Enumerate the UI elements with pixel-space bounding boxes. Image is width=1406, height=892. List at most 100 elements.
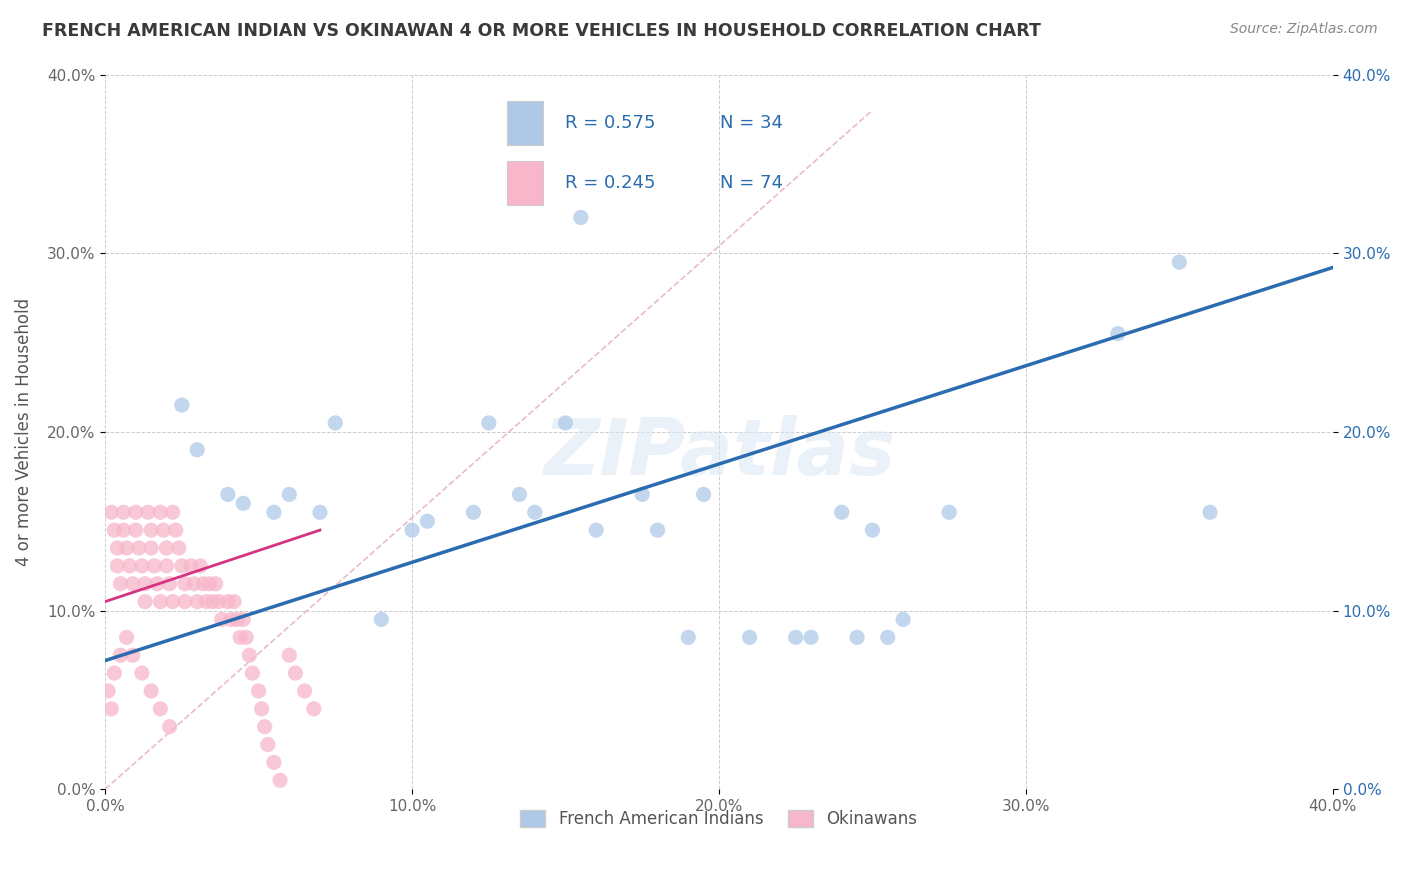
Point (302, 702, 325, 716)
Point (149, 505, 172, 519)
Point (247, 684, 270, 698)
Point (198, 576, 221, 591)
Point (170, 398, 193, 412)
Point (174, 594, 197, 608)
Point (219, 612, 242, 626)
Point (738, 631, 761, 645)
Point (143, 558, 166, 573)
Point (121, 576, 143, 591)
Point (121, 648, 143, 663)
Point (831, 505, 853, 519)
Point (278, 487, 301, 501)
Point (115, 541, 138, 555)
Point (208, 594, 231, 608)
Point (110, 576, 132, 591)
Point (149, 594, 172, 608)
Point (201, 594, 224, 608)
Point (134, 594, 156, 608)
Point (195, 594, 218, 608)
Point (211, 612, 233, 626)
Point (631, 487, 654, 501)
Point (131, 666, 153, 681)
Point (284, 666, 307, 681)
Legend: French American Indians, Okinawans: French American Indians, Okinawans (513, 803, 924, 835)
Point (294, 684, 316, 698)
Point (1199, 505, 1222, 519)
Point (263, 756, 285, 770)
Point (846, 631, 869, 645)
Point (242, 666, 264, 681)
Point (162, 505, 184, 519)
Point (100, 702, 122, 716)
Point (323, 416, 346, 430)
Point (159, 720, 181, 734)
Point (876, 631, 898, 645)
Point (162, 594, 184, 608)
Point (508, 487, 530, 501)
Point (167, 541, 190, 555)
Point (155, 558, 177, 573)
Point (141, 541, 163, 555)
Point (370, 612, 392, 626)
Point (1168, 255, 1191, 269)
Point (97, 684, 120, 698)
Point (118, 558, 141, 573)
Point (554, 416, 576, 430)
Point (170, 558, 193, 573)
Point (183, 576, 205, 591)
Point (1107, 326, 1129, 341)
Point (217, 594, 239, 608)
Point (174, 576, 197, 591)
Point (478, 416, 501, 430)
Point (232, 612, 254, 626)
Point (159, 576, 181, 591)
Point (800, 631, 823, 645)
Point (100, 505, 122, 519)
Point (269, 773, 291, 788)
Point (463, 505, 485, 519)
Point (186, 594, 208, 608)
Point (235, 631, 257, 645)
Point (263, 505, 285, 519)
Point (222, 594, 245, 608)
Point (250, 702, 273, 716)
Point (103, 666, 125, 681)
Point (253, 720, 276, 734)
Point (186, 442, 208, 457)
Point (226, 612, 249, 626)
Point (938, 505, 960, 519)
Point (103, 523, 125, 537)
Point (891, 612, 914, 626)
Point (141, 523, 163, 537)
Point (188, 558, 211, 573)
Point (152, 523, 174, 537)
Point (569, 211, 592, 225)
Y-axis label: 4 or more Vehicles in Household: 4 or more Vehicles in Household (15, 298, 32, 566)
Point (165, 523, 187, 537)
Point (180, 558, 202, 573)
Point (860, 523, 883, 537)
Point (105, 558, 128, 573)
Point (523, 505, 546, 519)
Point (416, 514, 439, 528)
Point (141, 684, 163, 698)
Point (785, 631, 807, 645)
Point (309, 505, 332, 519)
Point (112, 505, 135, 519)
Point (193, 576, 215, 591)
Point (146, 576, 169, 591)
Point (692, 487, 714, 501)
Point (204, 576, 226, 591)
Point (232, 496, 254, 510)
Point (125, 505, 148, 519)
Text: FRENCH AMERICAN INDIAN VS OKINAWAN 4 OR MORE VEHICLES IN HOUSEHOLD CORRELATION C: FRENCH AMERICAN INDIAN VS OKINAWAN 4 OR … (42, 22, 1040, 40)
Point (217, 487, 239, 501)
Point (105, 541, 128, 555)
Point (256, 738, 278, 752)
Point (115, 631, 138, 645)
Point (278, 648, 301, 663)
Point (128, 541, 150, 555)
Text: Source: ZipAtlas.com: Source: ZipAtlas.com (1230, 22, 1378, 37)
Point (155, 541, 177, 555)
Point (112, 523, 135, 537)
